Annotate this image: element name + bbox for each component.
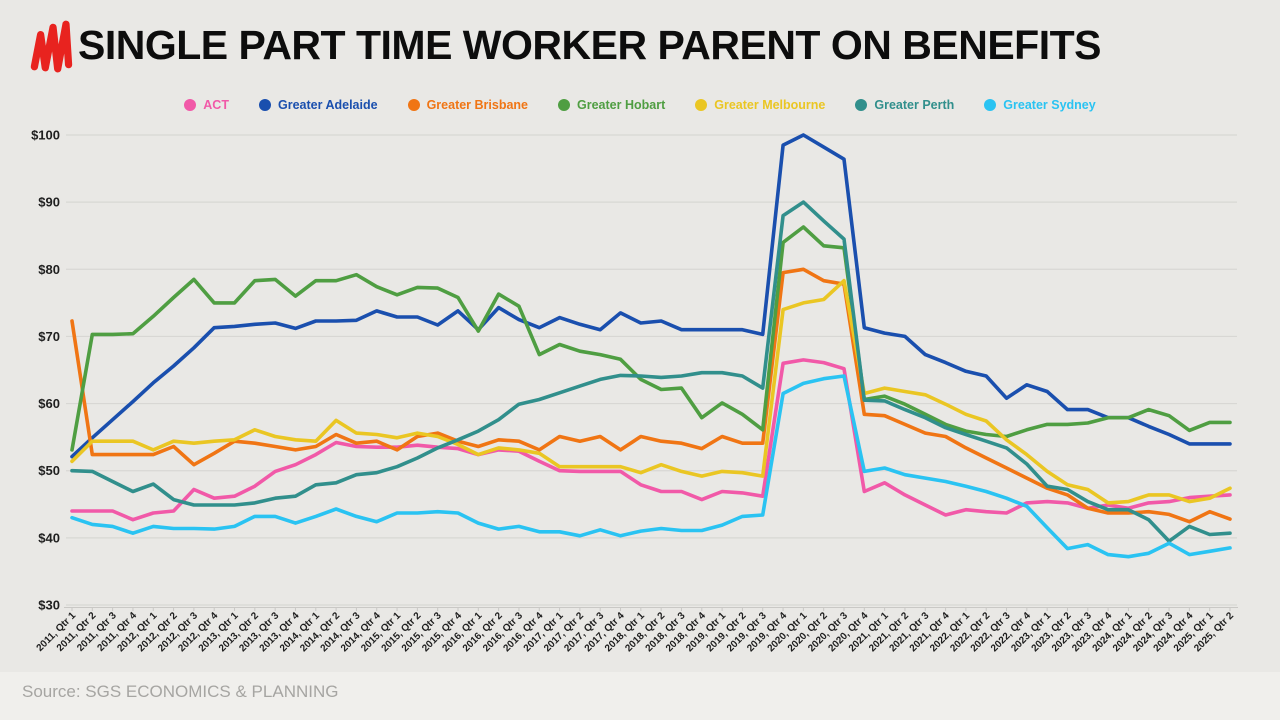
legend-item-greater-brisbane: Greater Brisbane	[407, 98, 529, 112]
legend-item-greater-adelaide: Greater Adelaide	[258, 98, 378, 112]
legend-item-greater-sydney: Greater Sydney	[984, 98, 1096, 112]
legend-item-act: ACT	[184, 98, 229, 112]
line-greater-melbourne	[70, 278, 1232, 505]
legend-item-greater-hobart: Greater Hobart	[558, 98, 665, 112]
line-greater-brisbane	[70, 267, 1232, 524]
line-act	[70, 358, 1232, 522]
legend-item-greater-perth: Greater Perth	[855, 98, 954, 112]
legend-dot	[984, 99, 997, 111]
y-tick-label: $30	[38, 598, 60, 613]
line-greater-sydney	[70, 374, 1232, 559]
line-greater-hobart	[70, 225, 1232, 452]
legend-dot	[855, 99, 868, 111]
page-title: SINGLE PART TIME WORKER PARENT ON BENEFI…	[78, 22, 1102, 68]
y-axis-labels: $100 $90 $80 $70 $60 $50 $40 $30	[31, 128, 60, 613]
y-tick-label: $80	[38, 262, 60, 277]
y-tick-label: $60	[38, 396, 60, 411]
legend: ACT Greater Adelaide Greater Brisbane Great…	[0, 98, 1280, 112]
y-tick-label: $40	[38, 530, 60, 545]
legend-label: Greater Sydney	[1003, 98, 1096, 112]
y-tick-label: $90	[38, 195, 60, 210]
sbs-logo-icon	[30, 20, 73, 73]
legend-dot	[695, 99, 708, 111]
y-tick-label: $100	[31, 128, 60, 143]
y-tick-label: $70	[38, 329, 60, 344]
legend-label: Greater Adelaide	[277, 98, 378, 112]
legend-dot	[407, 99, 420, 111]
line-greater-perth	[70, 200, 1232, 544]
header: SINGLE PART TIME WORKER PARENT ON BENEFI…	[0, 0, 1280, 86]
series-lines	[70, 133, 1232, 559]
legend-label: Greater Perth	[874, 98, 955, 112]
legend-dot	[558, 99, 571, 111]
source-bar: Source: SGS ECONOMICS & PLANNING	[0, 672, 1280, 720]
legend-label: Greater Melbourne	[714, 98, 826, 112]
legend-dot	[258, 99, 271, 111]
legend-label: Greater Hobart	[577, 98, 666, 112]
legend-label: ACT	[203, 98, 229, 112]
legend-label: Greater Brisbane	[426, 98, 529, 112]
source-text: Source: SGS ECONOMICS & PLANNING	[22, 682, 339, 701]
x-axis-ticks	[71, 607, 1231, 611]
legend-dot	[184, 99, 197, 111]
y-tick-label: $50	[38, 463, 60, 478]
legend-item-greater-melbourne: Greater Melbourne	[695, 98, 825, 112]
gridlines	[66, 134, 1237, 606]
line-greater-adelaide	[70, 133, 1232, 459]
